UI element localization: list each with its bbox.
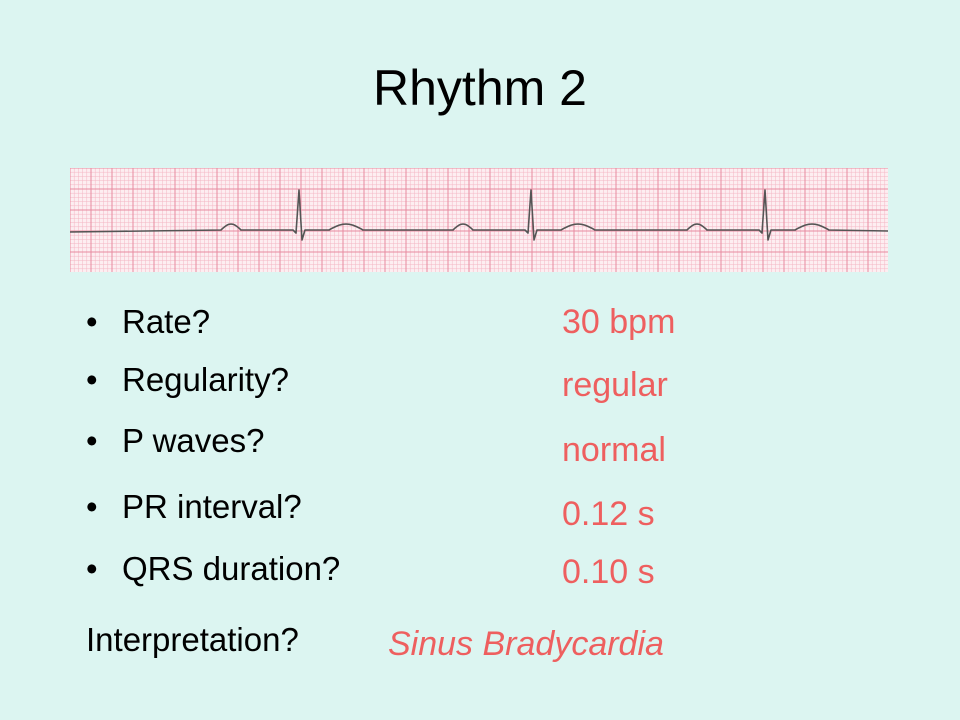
ecg-trace [70,189,888,241]
question-label: Rate? [122,303,211,340]
bullet: • [86,550,98,587]
question-label: Regularity? [122,361,289,398]
bullet: • [86,361,98,398]
question-qrs-duration: • QRS duration? [86,549,340,589]
question-pr-interval: • PR interval? [86,487,302,527]
answer-qrs-duration: 0.10 s [562,553,655,591]
question-label: P waves? [122,422,265,459]
slide-title: Rhythm 2 [373,60,587,116]
ecg-rhythm-strip [70,168,888,272]
question-rate: • Rate? [86,302,210,342]
interpretation-answer: Sinus Bradycardia [388,625,664,663]
question-label: QRS duration? [122,550,341,587]
bullet: • [86,422,98,459]
question-label: PR interval? [122,488,302,525]
bullet: • [86,488,98,525]
ecg-grid-minor [70,168,888,272]
answer-p-waves: normal [562,431,666,469]
question-regularity: • Regularity? [86,360,289,400]
ecg-paper [70,168,888,272]
answer-rate: 30 bpm [562,303,676,341]
answer-regularity: regular [562,366,668,404]
ecg-grid-major [70,168,888,272]
question-p-waves: • P waves? [86,421,264,461]
answer-pr-interval: 0.12 s [562,495,655,533]
interpretation-label: Interpretation? [86,621,299,658]
bullet: • [86,303,98,340]
